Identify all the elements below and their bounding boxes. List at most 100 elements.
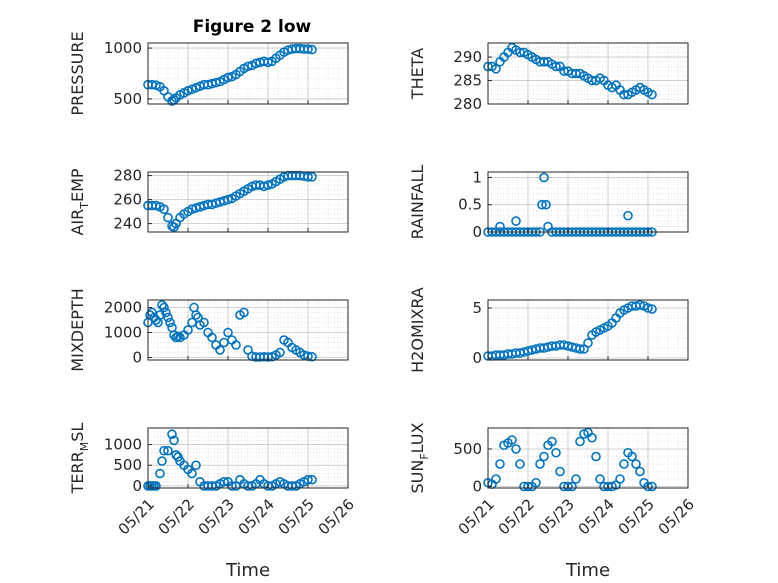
rainfall-point — [539, 172, 549, 183]
sun_flux-point — [619, 459, 629, 469]
rainfall-point — [541, 199, 551, 210]
pressure-point — [211, 77, 221, 88]
sun_flux-point — [491, 474, 501, 484]
sun_flux-point — [591, 451, 601, 462]
terr_msl-point — [169, 435, 179, 446]
air_temp-ylabel-part: AIR — [68, 209, 87, 236]
sun_flux-point — [551, 447, 561, 458]
sun_flux-ytick-label: 500 — [453, 440, 482, 458]
pressure-ytick-label: 500 — [113, 90, 142, 108]
theta-point — [491, 64, 501, 74]
sun_flux-point — [547, 436, 557, 447]
h2omixra-point — [583, 338, 593, 348]
air_temp-point — [307, 172, 317, 182]
sun_flux-xtick-label: 05/23 — [535, 495, 578, 538]
air_temp-ytick-label: 260 — [113, 191, 142, 209]
sun_flux-ylabel-part: SUN — [408, 460, 427, 494]
terr_msl-xtick-label: 05/22 — [155, 495, 198, 538]
sun_flux-point — [515, 459, 525, 469]
h2omixra-point — [575, 344, 585, 354]
pressure-point — [303, 44, 313, 54]
mixdepth-point — [231, 340, 241, 350]
terr_msl-ytick-label: 500 — [113, 456, 142, 474]
panel-rainfall: 0 0.5 1 RAINFALL — [408, 165, 689, 241]
air_temp-ytick-label: 280 — [113, 167, 142, 185]
air_temp-ytick-label: 240 — [113, 215, 142, 233]
sun_flux-point — [539, 451, 549, 462]
sun_flux-xtick-label: 05/25 — [615, 495, 658, 538]
sun_flux-point — [507, 435, 517, 445]
terr_msl-point — [187, 468, 197, 479]
sun_flux-point — [631, 459, 641, 469]
sun_flux-ylabel-part: LUX — [408, 422, 427, 453]
terr_msl-axes-box — [147, 427, 349, 489]
terr_msl-ytick-label: 0 — [132, 477, 142, 495]
sun_flux-ylabel-subscript: F — [418, 453, 431, 459]
theta-point — [551, 61, 561, 72]
mixdepth-point — [165, 317, 175, 328]
rainfall-ytick-label: 1 — [472, 168, 482, 186]
rainfall-ylabel: RAINFALL — [408, 165, 427, 240]
pressure-ylabel: PRESSURE — [68, 31, 87, 115]
theta-ytick-label: 285 — [453, 72, 482, 90]
mixdepth-point — [169, 330, 179, 340]
air_temp-ylabel-subscript: T — [78, 202, 91, 210]
sun_flux-axes-box — [487, 427, 689, 489]
h2omixra-ytick-label: 5 — [472, 299, 482, 317]
sun_flux-point — [511, 444, 521, 454]
pressure-point — [307, 44, 317, 55]
rainfall-point — [511, 216, 521, 226]
terr_msl-point — [159, 445, 169, 456]
terr_msl-ylabel-part: SL — [68, 423, 87, 442]
figure-title: Figure 2 low — [193, 17, 312, 37]
terr_msl-point — [167, 429, 177, 440]
sun_flux-point — [627, 451, 637, 462]
sun_flux-xtick-label: 05/26 — [655, 495, 698, 538]
sun_flux-point — [615, 474, 625, 484]
mixdepth-ytick-label: 0 — [132, 349, 142, 367]
sun_flux-point — [595, 474, 605, 484]
mixdepth-point — [275, 347, 285, 358]
sun_flux-point — [643, 481, 653, 492]
terr_msl-ytick-label: 1000 — [104, 436, 142, 454]
rainfall-axes-box — [487, 171, 689, 233]
air_temp-point — [263, 180, 273, 190]
mixdepth-point — [191, 310, 201, 320]
pressure-point — [263, 57, 273, 68]
rainfall-ytick-label: 0.5 — [458, 196, 482, 214]
air_temp-ylabel: AIRTEMP — [68, 168, 91, 235]
rainfall-ytick-label: 0 — [472, 223, 482, 241]
mixdepth-point — [183, 325, 193, 335]
air_temp-point — [163, 212, 173, 223]
terr_msl-ylabel-subscript: M — [78, 442, 91, 452]
sun_flux-point — [531, 477, 541, 488]
panel-mixdepth: 0 1000 2000 MIXDEPTH — [68, 288, 349, 372]
mixdepth-point — [199, 317, 209, 328]
mixdepth-point — [223, 327, 233, 338]
pressure-ytick-label: 1000 — [104, 39, 142, 57]
sun_flux-xtick-label: 05/24 — [575, 495, 618, 538]
terr_msl-xtick-label: 05/21 — [115, 495, 158, 538]
pressure-point — [223, 72, 233, 83]
h2omixra-ylabel: H2OMIXRA — [408, 287, 427, 373]
terr_msl-point — [191, 460, 201, 471]
theta-point — [647, 89, 657, 100]
mixdepth-point — [163, 312, 173, 323]
sun_flux-point — [555, 466, 565, 477]
air_temp-point — [303, 172, 313, 182]
theta-ytick-label: 290 — [453, 48, 482, 66]
h2omixra-point — [643, 303, 653, 313]
terr_msl-xtick-label: 05/26 — [315, 495, 358, 538]
panel-pressure: 500 1000 PRESSURE — [68, 31, 349, 116]
mixdepth-ytick-label: 1000 — [104, 324, 142, 342]
sun_flux-point — [575, 436, 585, 447]
theta-ylabel: THETA — [408, 48, 427, 100]
air_temp-axes-box — [147, 171, 349, 233]
rainfall-point — [537, 199, 547, 210]
theta-ytick-label: 280 — [453, 95, 482, 113]
mixdepth-point — [161, 307, 171, 318]
pressure-point — [243, 61, 253, 72]
sun_flux-point — [635, 466, 645, 477]
